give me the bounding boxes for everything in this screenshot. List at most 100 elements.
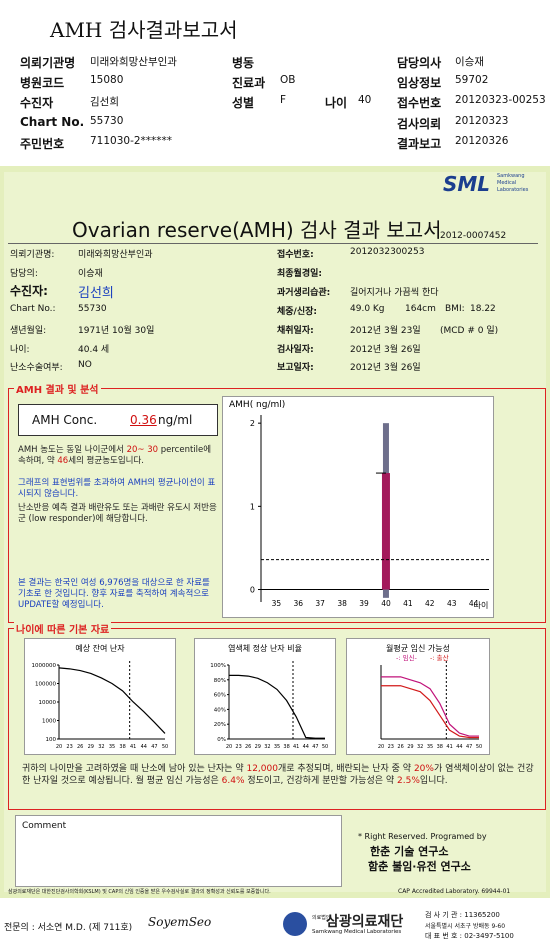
info-value: 2012년 3월 23일 (350, 326, 421, 336)
analysis-text: 본 결과는 한국인 여성 6,976명을 대상으로 한 자료를 기초로 한 것입… (18, 578, 210, 610)
logo-sub: Medical (497, 180, 517, 186)
text: percentile에 속하며, 약 (18, 445, 212, 466)
box (381, 473, 390, 590)
x-tick-label: 44 (469, 599, 479, 608)
x-tick-label: 47 (151, 744, 157, 750)
y-tick-label: 40% (214, 707, 226, 713)
conc-box (18, 404, 218, 436)
info-value: 김선희 (78, 286, 114, 301)
field-label: 병동 (232, 56, 255, 70)
analysis-text: 난소반응 예측 결과 배란유도 또는 과배란 유도시 저반응군 (low res… (18, 503, 217, 524)
field-value: 20120323 (455, 115, 509, 127)
credit: * Right Reserved. Programed by (358, 832, 487, 841)
x-tick-label: 20 (378, 744, 384, 750)
field-value: 미래와희망산부인과 (90, 56, 177, 68)
info-value: BMI: (445, 304, 465, 314)
line-series (381, 676, 479, 737)
x-tick-label: 43 (447, 599, 457, 608)
info-value: 2012년 3월 26일 (350, 345, 421, 355)
field-value: 김선희 (90, 96, 119, 108)
x-tick-label: 38 (337, 599, 347, 608)
y-tick-label: 60% (214, 693, 226, 699)
chart-title: 예상 잔여 난자 (75, 643, 125, 653)
field-value: 20120326 (455, 135, 509, 147)
mini-chart: 염색체 정상 난자 비율 0% 20% 40% 60% 80% 100% 20 23 26 29 32… (194, 638, 336, 755)
text: 20% (413, 764, 434, 774)
x-tick-label: 50 (476, 744, 482, 750)
text: 46 (57, 456, 69, 466)
info-label: 수진자: (10, 284, 48, 298)
field-label: 담당의사 (397, 56, 442, 70)
info-value: 이승재 (78, 269, 103, 279)
chart-title: 월평균 임신 가능성 (386, 643, 450, 653)
divider (8, 243, 538, 244)
x-tick-label: 41 (130, 744, 136, 750)
field-value: OB (280, 74, 296, 86)
x-tick-label: 50 (322, 744, 328, 750)
info-label: 최종월경일: (277, 269, 322, 279)
info-value: 49.0 Kg (350, 304, 385, 314)
field-label: 성별 (232, 96, 255, 110)
doctor: 전문의 : 서소연 M.D. (제 711호) (4, 923, 133, 933)
x-tick-label: 41 (403, 599, 413, 608)
field-value: 711030-2****** (90, 135, 173, 147)
logo-sub: Samkwang (497, 173, 525, 179)
x-tick-label: 44 (456, 744, 462, 750)
field-value: 20120323-00253 (455, 94, 546, 106)
report-title: Ovarian reserve(AMH) 검사 결과 보고서 (72, 218, 442, 242)
header-title: AMH 검사결과보고서 (50, 18, 238, 42)
field-label: 나이 (325, 96, 348, 110)
x-tick-label: 38 (119, 744, 125, 750)
section-title: AMH 결과 및 분석 (14, 381, 101, 396)
field-value: 이승재 (455, 56, 484, 68)
info-label: 체중/신장: (277, 307, 318, 317)
info-value: 18.22 (470, 304, 496, 314)
y-tick-label: 0% (217, 737, 226, 743)
field-value: F (280, 94, 287, 106)
field-value: 15080 (90, 74, 124, 86)
comment-label: Comment (22, 821, 67, 831)
text: 개로 추정되며, 배란되는 난자 중 약 (277, 764, 414, 774)
logo: SML (443, 172, 491, 196)
line-series (229, 674, 325, 739)
x-tick-label: 29 (88, 744, 94, 750)
info-label: 나이: (10, 345, 30, 355)
x-tick-label: 47 (466, 744, 472, 750)
info-value: 1971년 10월 30일 (78, 326, 155, 336)
mini-chart: 월평균 임신 가능성 20 23 26 29 32 35 38 41 44 47 50 -: 임신- -:… (346, 638, 490, 755)
y-tick-label: 100000 (35, 682, 56, 688)
info-label: 보고일자: (277, 363, 314, 373)
credit: 함춘 불임·유전 연구소 (368, 860, 471, 873)
conc-value: 0.36 (130, 413, 157, 427)
x-tick-label: 26 (397, 744, 403, 750)
x-tick-label: 36 (293, 599, 303, 608)
x-tick-label: 41 (293, 744, 299, 750)
field-label: 수진자 (20, 96, 54, 110)
info-label: 과거생리습관: (277, 288, 331, 298)
x-tick-label: 29 (255, 744, 261, 750)
field-label: 결과보고 (397, 137, 442, 151)
field-label: Chart No. (20, 115, 85, 129)
x-tick-label: 32 (417, 744, 423, 750)
info-value: 길어지거나 가끔씩 한다 (350, 288, 439, 298)
field-label: 임상정보 (397, 76, 442, 90)
y-tick-label: 0 (250, 586, 255, 595)
analysis-text: AMH 농도는 동일 나이군에서 20~ 30 percentile에 속하며,… (18, 445, 218, 467)
info-value: 55730 (78, 304, 107, 314)
text: 세의 평균농도입니다. (68, 456, 145, 466)
x-tick-label: 23 (388, 744, 394, 750)
section-title: 나이에 따른 기본 자료 (14, 621, 112, 636)
text: 12,000 (246, 764, 278, 774)
info-value: 2012년 3월 26일 (350, 363, 421, 373)
x-tick-label: 20 (56, 744, 62, 750)
field-label: 병원코드 (20, 76, 65, 90)
basic-box (8, 628, 546, 810)
y-tick-label: 1000000 (32, 663, 57, 669)
field-label: 주민번호 (20, 137, 65, 151)
legend-entry: -: 출산 (430, 653, 449, 662)
x-tick-label: 38 (437, 744, 443, 750)
info-label: 난소수술여부: (10, 363, 63, 373)
x-tick-label: 47 (312, 744, 318, 750)
org-en: Samkwang Medical Laboratories (312, 929, 402, 935)
text: AMH 농도는 동일 나이군에서 (18, 445, 127, 455)
